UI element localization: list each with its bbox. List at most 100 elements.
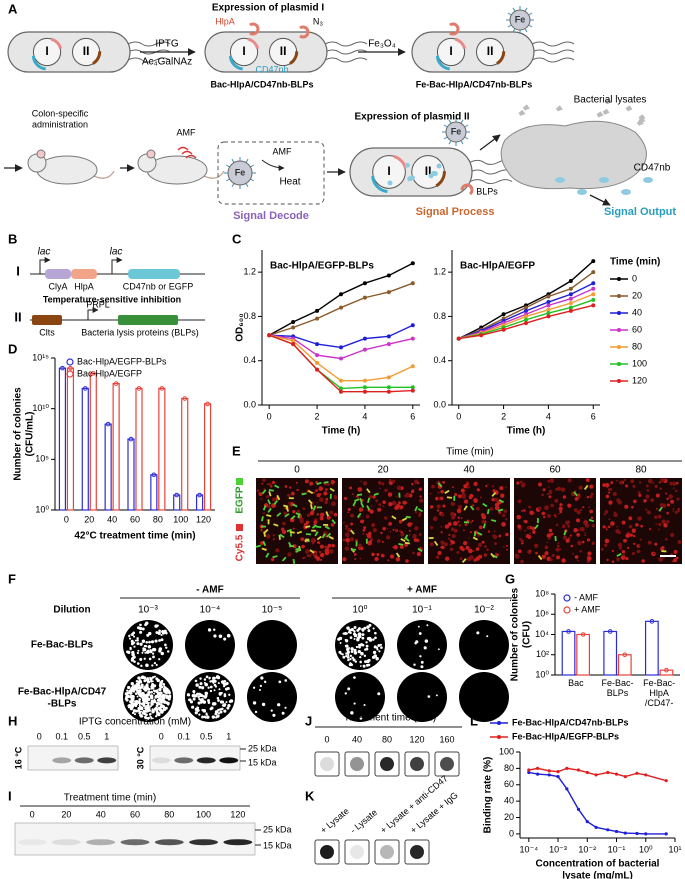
colony — [365, 659, 370, 664]
cy55-signal — [678, 507, 680, 510]
egfp-bacterium — [401, 517, 408, 522]
point — [568, 292, 573, 297]
arrow — [479, 134, 501, 151]
colony — [199, 693, 203, 698]
colony — [139, 623, 142, 627]
label: 80 — [635, 465, 647, 476]
legend-label: + AMF — [574, 604, 601, 614]
cy55-signal — [371, 522, 376, 528]
colony — [270, 709, 273, 712]
cy55-signal — [347, 507, 351, 511]
cy55-signal — [672, 507, 675, 510]
colony — [415, 640, 419, 644]
cy55-signal — [380, 531, 383, 535]
cy55-signal — [314, 555, 318, 559]
legend-swatch — [617, 345, 621, 349]
cy55-signal — [451, 533, 456, 539]
cy55-signal — [439, 496, 444, 501]
point — [568, 286, 573, 291]
colony — [132, 709, 137, 713]
hlpa-protein — [249, 22, 260, 36]
cy55-signal — [450, 527, 455, 532]
egfp-bacterium — [398, 492, 401, 498]
cy55-signal — [301, 544, 305, 549]
cy55-signal — [641, 559, 645, 563]
egfp-bacterium — [472, 536, 478, 541]
colony — [155, 704, 159, 708]
colony — [135, 710, 138, 713]
chart-title: Bac-HlpA/EGFP — [460, 261, 535, 272]
cy55-signal — [498, 534, 502, 538]
label: Dilution — [53, 605, 90, 616]
label: 20 — [61, 809, 71, 819]
cy55-signal — [553, 514, 556, 516]
channel-key — [236, 478, 243, 485]
point — [386, 375, 391, 380]
point — [386, 290, 391, 295]
legend-swatch — [617, 277, 621, 281]
cy55-signal — [410, 489, 415, 494]
colony — [211, 715, 216, 719]
gene-clya — [45, 269, 71, 279]
cy55-signal — [605, 494, 610, 499]
y-tick-label: 10⁸ — [535, 588, 549, 598]
egfp-bacterium — [405, 516, 411, 519]
colony — [194, 711, 198, 715]
cy55-signal — [645, 494, 650, 499]
point — [547, 773, 551, 777]
cy55-signal — [323, 491, 328, 496]
debris — [625, 105, 633, 112]
colony — [220, 700, 225, 704]
point — [546, 294, 551, 299]
cy55-signal — [626, 484, 629, 487]
series-line — [528, 771, 667, 835]
colony — [374, 631, 377, 635]
label: 25 kDa — [248, 743, 277, 753]
colony — [161, 696, 164, 699]
y-tick-label: 0.4 — [243, 355, 256, 365]
cy55-signal — [272, 534, 275, 537]
band — [120, 839, 150, 846]
egfp-bacterium — [373, 492, 379, 496]
cy55-signal — [370, 505, 373, 507]
label: 10⁻² — [474, 605, 494, 616]
egfp-bacterium — [295, 512, 301, 517]
colony — [131, 688, 136, 692]
point — [568, 301, 573, 306]
cy55-signal — [673, 549, 678, 554]
y-tick-label: 0.8 — [433, 311, 446, 321]
egfp-bacterium — [304, 538, 310, 543]
cy55-signal — [584, 534, 587, 537]
cy55-signal — [372, 495, 376, 499]
panel-letter: F — [8, 571, 16, 586]
colony — [364, 660, 367, 664]
mouse-ear — [36, 149, 46, 159]
colony — [164, 706, 168, 710]
cy55-signal — [391, 500, 397, 506]
colony — [136, 637, 139, 640]
colony — [354, 660, 358, 663]
cy55-signal — [624, 504, 629, 509]
colony — [204, 695, 207, 699]
label: 100 — [196, 809, 211, 819]
colony — [375, 657, 379, 661]
label: Fe-Bac-BLPs — [31, 640, 94, 651]
label: Bacteria lysis proteins (BLPs) — [81, 327, 199, 337]
cy55-signal — [677, 539, 682, 544]
egfp-bacterium — [469, 505, 475, 511]
egfp-bacterium — [276, 512, 282, 517]
band — [196, 757, 216, 764]
label: 60 — [130, 809, 140, 819]
cy55-signal — [506, 548, 508, 551]
colony — [214, 710, 219, 714]
colony — [167, 703, 170, 706]
legend-label: 80 — [632, 341, 642, 351]
gene — [435, 171, 446, 188]
cy55-signal — [345, 527, 348, 531]
colony — [347, 653, 350, 656]
colony — [144, 623, 148, 627]
label: (CFU/mL) — [25, 412, 36, 457]
cy55-signal — [316, 493, 321, 498]
colony — [134, 639, 137, 642]
label: 0 — [37, 731, 42, 741]
